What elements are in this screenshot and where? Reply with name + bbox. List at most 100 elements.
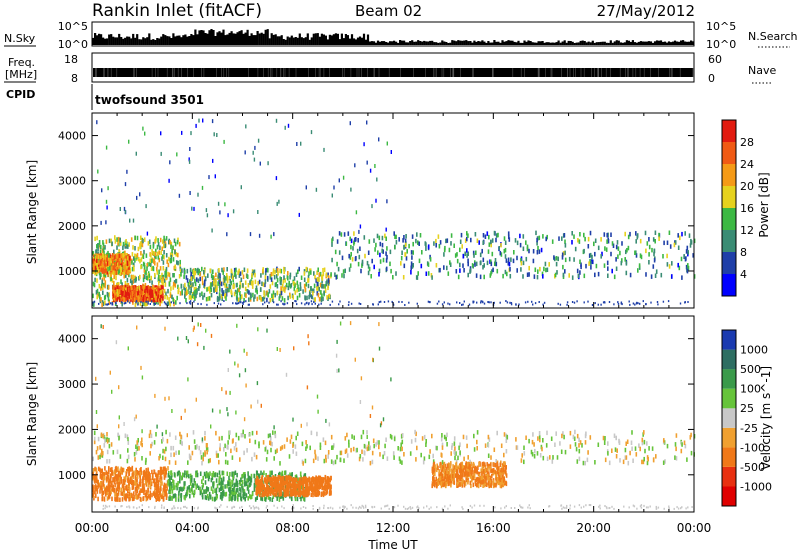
range-cell	[135, 495, 138, 500]
range-cell	[235, 283, 238, 288]
range-cell	[238, 287, 240, 292]
range-cell	[240, 185, 242, 190]
range-cell	[352, 446, 355, 452]
range-cell	[99, 249, 102, 255]
range-cell	[97, 479, 99, 485]
ground-cell	[135, 301, 137, 304]
range-cell	[466, 231, 468, 236]
range-cell	[98, 466, 100, 472]
range-cell	[195, 485, 197, 490]
range-cell	[141, 442, 143, 448]
range-cell	[111, 261, 113, 266]
range-cell	[321, 279, 323, 284]
range-cell	[631, 446, 633, 451]
nsky-bar	[419, 41, 422, 45]
nsky-bar	[292, 37, 295, 45]
range-cell	[677, 262, 679, 268]
range-cell	[229, 430, 231, 435]
range-cell	[242, 432, 244, 438]
nsky-bar	[543, 42, 546, 45]
ground-cell	[188, 301, 191, 304]
ground-cell	[164, 302, 167, 305]
nsky-bar	[465, 40, 468, 45]
range-cell	[106, 449, 109, 455]
ground-cell	[242, 301, 244, 304]
range-cell	[233, 446, 236, 451]
range-cell	[615, 257, 617, 262]
freq-gap	[492, 68, 493, 77]
range-cell	[148, 239, 151, 244]
range-cell	[107, 285, 110, 290]
freq-gap	[669, 68, 671, 77]
range-cell	[610, 251, 612, 257]
range-cell	[213, 481, 215, 486]
range-cell	[613, 433, 616, 438]
freq-gap	[187, 68, 188, 77]
range-cell	[369, 445, 371, 450]
range-cell	[323, 290, 325, 295]
range-cell	[127, 269, 130, 275]
range-cell	[432, 459, 435, 464]
range-cell	[197, 485, 200, 490]
range-cell	[173, 472, 176, 477]
range-cell	[519, 242, 522, 248]
range-cell	[617, 254, 619, 259]
range-cell	[289, 294, 292, 299]
range-cell	[94, 474, 97, 480]
ground-cell	[173, 301, 175, 304]
range-cell	[475, 273, 478, 278]
range-cell	[678, 265, 681, 271]
nsky-bar	[172, 33, 175, 45]
range-cell	[100, 220, 102, 225]
range-cell	[117, 476, 120, 481]
range-cell	[95, 493, 97, 499]
nsky-bar	[306, 33, 309, 45]
range-cell	[359, 454, 362, 459]
range-cell	[101, 261, 103, 266]
range-cell	[210, 292, 213, 298]
range-cell	[641, 440, 644, 446]
range-cell	[250, 473, 253, 479]
range-cell	[133, 491, 135, 496]
range-cell	[350, 447, 352, 453]
ground-cell	[154, 302, 156, 305]
ground-cell	[483, 302, 486, 305]
range-cell	[96, 120, 98, 125]
range-cell	[168, 256, 170, 262]
nsky-bar	[366, 34, 370, 45]
range-cell	[313, 271, 315, 276]
range-cell	[118, 289, 121, 294]
nsky-bar	[334, 33, 337, 45]
nsky-bar	[350, 34, 354, 45]
nsky-bar	[370, 41, 374, 45]
range-cell	[320, 290, 322, 295]
ground-cell	[359, 303, 362, 305]
range-cell	[215, 272, 217, 278]
range-cell	[241, 480, 244, 485]
range-cell	[99, 454, 101, 460]
range-cell	[588, 253, 591, 258]
range-cell	[369, 460, 372, 466]
range-cell	[500, 443, 503, 448]
nsky-bar	[158, 38, 161, 45]
freq-gap	[174, 68, 175, 77]
range-cell	[135, 292, 138, 297]
range-cell	[525, 256, 528, 262]
range-cell	[162, 487, 165, 493]
range-cell	[276, 290, 279, 295]
range-cell	[398, 456, 401, 461]
range-cell	[145, 467, 148, 473]
range-cell	[132, 289, 135, 295]
nsky-bar	[451, 40, 454, 45]
range-cell	[150, 253, 152, 258]
range-cell	[167, 288, 169, 294]
freq-gap	[201, 68, 202, 77]
range-cell	[562, 251, 565, 256]
ground-cell	[628, 300, 630, 303]
ground-cell	[591, 304, 594, 306]
range-cell	[125, 475, 127, 480]
range-cell	[437, 234, 440, 239]
range-cell	[427, 244, 430, 249]
range-cell	[244, 292, 246, 297]
range-cell	[195, 277, 198, 282]
